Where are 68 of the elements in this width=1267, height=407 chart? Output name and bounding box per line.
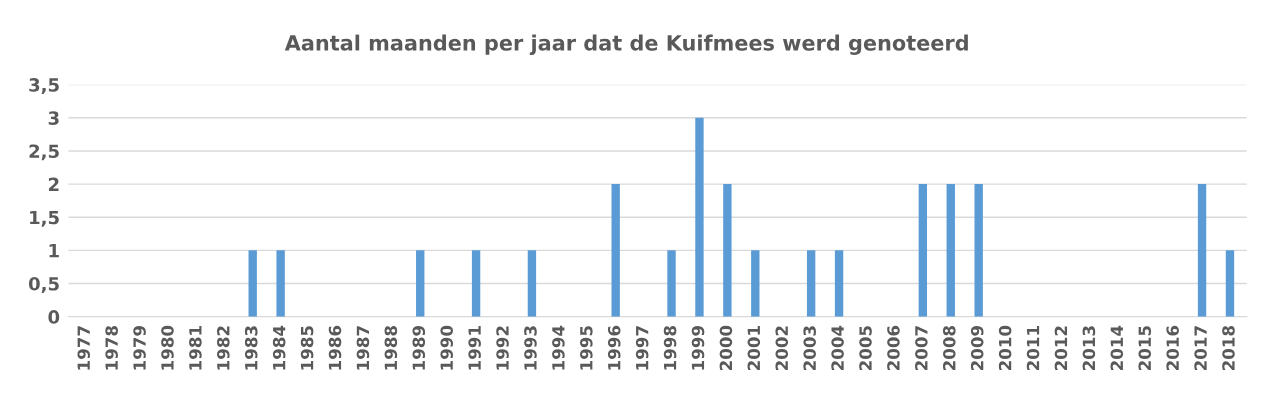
x-tick-label: 2012	[1054, 326, 1068, 371]
x-tick-label: 1983	[244, 326, 258, 370]
x-tick-label: 2011	[1026, 326, 1040, 371]
y-tick-label: 2,5	[29, 144, 59, 161]
bar	[974, 184, 983, 317]
x-tick-label: 2003	[803, 326, 816, 371]
x-tick-label: 2010	[998, 325, 1012, 371]
x-tick-label: 2006	[887, 325, 900, 371]
x-tick-label: 1988	[384, 326, 398, 370]
x-tick-label: 1985	[300, 326, 314, 370]
x-tick-label: 1977	[77, 326, 91, 370]
bar	[611, 184, 620, 317]
x-tick-label: 1992	[496, 326, 509, 370]
x-tick-label: 1987	[356, 326, 370, 370]
chart-title: Aantal maanden per jaar dat de Kuifmees werd genoteerd	[284, 34, 968, 55]
x-tick-label: 1991	[468, 326, 481, 370]
x-tick-label: 2016	[1166, 325, 1179, 371]
bar	[834, 250, 844, 317]
bar	[248, 250, 257, 317]
x-tick-label: 2018	[1222, 326, 1235, 371]
bar	[1225, 250, 1235, 317]
x-tick-label: 2015	[1138, 326, 1152, 371]
y-tick-label: 3,5	[29, 78, 59, 95]
x-tick-label: 1978	[105, 326, 118, 370]
x-tick-label: 1994	[552, 325, 565, 370]
x-tick-label: 2013	[1082, 326, 1096, 371]
x-tick-label: 2008	[942, 326, 956, 371]
x-tick-label: 2014	[1110, 325, 1124, 371]
x-tick-label: 1999	[691, 326, 705, 370]
x-tick-label: 2009	[970, 326, 984, 371]
x-tick-label: 1982	[217, 326, 230, 370]
x-tick-label: 1986	[328, 325, 342, 370]
bar	[751, 250, 760, 317]
x-tick-label: 2005	[859, 326, 872, 371]
x-tick-label: 1981	[189, 326, 202, 370]
bar	[946, 184, 955, 317]
x-tick-label: 2004	[831, 325, 844, 371]
x-tick-label: 2002	[775, 326, 789, 371]
bar	[918, 184, 928, 317]
bar	[723, 184, 732, 317]
x-tick-label: 2000	[719, 325, 733, 371]
bar	[276, 250, 285, 317]
y-tick-label: 2	[48, 177, 59, 191]
x-tick-label: 1996	[607, 325, 621, 370]
x-tick-label: 1979	[133, 326, 146, 370]
bar	[1197, 184, 1207, 317]
x-tick-label: 2007	[915, 326, 928, 371]
y-tick-label: 3	[48, 111, 59, 125]
bar	[695, 117, 704, 317]
x-tick-label: 1995	[580, 326, 593, 370]
x-tick-label: 1980	[161, 325, 174, 370]
x-tick-label: 1984	[272, 325, 286, 370]
x-tick-label: 1990	[440, 325, 453, 370]
y-tick-label: 1,5	[30, 210, 59, 227]
bar	[471, 250, 481, 317]
y-tick-label: 0,5	[28, 276, 59, 293]
bar	[806, 250, 816, 317]
x-tick-label: 2017	[1194, 326, 1207, 371]
x-tick-label: 1989	[412, 326, 426, 370]
x-tick-label: 1993	[524, 326, 537, 370]
x-tick-label: 1997	[635, 326, 649, 370]
x-tick-label: 1998	[663, 326, 677, 370]
y-tick-label: 1	[49, 244, 59, 258]
bar	[527, 250, 537, 317]
x-tick-label: 2001	[747, 326, 761, 371]
y-tick-label: 0	[48, 310, 60, 324]
bar	[667, 250, 676, 317]
bar	[416, 250, 425, 317]
